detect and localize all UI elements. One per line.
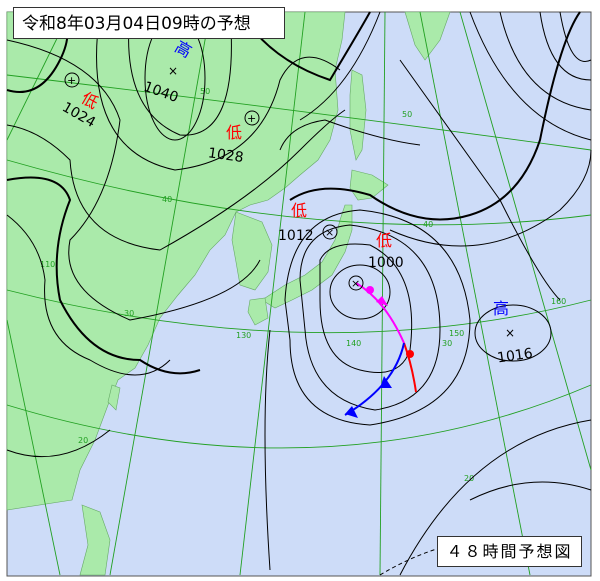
low-label: 低 — [226, 123, 242, 142]
lon-label: 150 — [449, 329, 464, 338]
fronts — [344, 282, 417, 418]
grid-labels: 50 50 40 40 30 30 20 20 110 130 140 150 … — [40, 87, 566, 483]
lon-label: 110 — [40, 260, 55, 269]
pressure-value: 1016 — [496, 346, 534, 367]
low-center-marker — [244, 110, 260, 126]
lat-label: 40 — [162, 195, 172, 204]
lat-label: 20 — [78, 436, 88, 445]
sakhalin — [349, 69, 367, 161]
occluded-front — [355, 282, 405, 344]
occluded-front-symbol — [376, 296, 388, 306]
asia-continent — [6, 11, 346, 511]
lat-label: 30 — [124, 309, 134, 318]
lat-label: 50 — [200, 87, 210, 96]
pressure-value: 1028 — [207, 145, 245, 166]
taiwan — [107, 384, 121, 411]
land — [6, 11, 451, 576]
x-icon: × — [325, 226, 334, 239]
philippines — [79, 504, 111, 576]
pressure-value: 1012 — [278, 228, 314, 244]
low-center-marker — [322, 224, 338, 240]
pressure-value: 1000 — [368, 255, 404, 271]
lon-label: 160 — [551, 297, 566, 306]
forecast-title: 令和8年03月04日09時の予想 — [13, 7, 285, 39]
japan-honshu — [261, 204, 353, 309]
lat-lon-grid — [6, 11, 592, 576]
high-center-x: × — [505, 326, 515, 340]
low-label: 低 — [291, 201, 307, 220]
lat-label: 20 — [464, 474, 474, 483]
warm-front — [403, 342, 417, 393]
lon-label: 130 — [236, 331, 251, 340]
lat-label: 50 — [402, 110, 412, 119]
plus-icon: + — [67, 74, 76, 87]
lat-label: 40 — [423, 220, 433, 229]
occluded-front-symbol — [366, 286, 374, 294]
kamchatka — [404, 11, 451, 61]
low-center-marker — [64, 72, 80, 88]
x-icon: × — [351, 277, 360, 290]
korea — [231, 211, 273, 291]
warm-front-symbol — [406, 350, 414, 358]
japan-kyushu — [247, 297, 269, 326]
low-center-marker — [348, 275, 364, 291]
lon-label: 140 — [346, 339, 361, 348]
low-label: 低 — [376, 231, 392, 250]
cold-front-symbol — [345, 406, 358, 418]
high-label: 高 — [493, 299, 509, 318]
lat-label: 30 — [442, 339, 452, 348]
cold-front-symbol — [380, 376, 392, 388]
plus-icon: + — [247, 112, 256, 125]
forecast-caption: ４８時間予想図 — [437, 536, 582, 567]
high-center-x: × — [168, 64, 178, 78]
